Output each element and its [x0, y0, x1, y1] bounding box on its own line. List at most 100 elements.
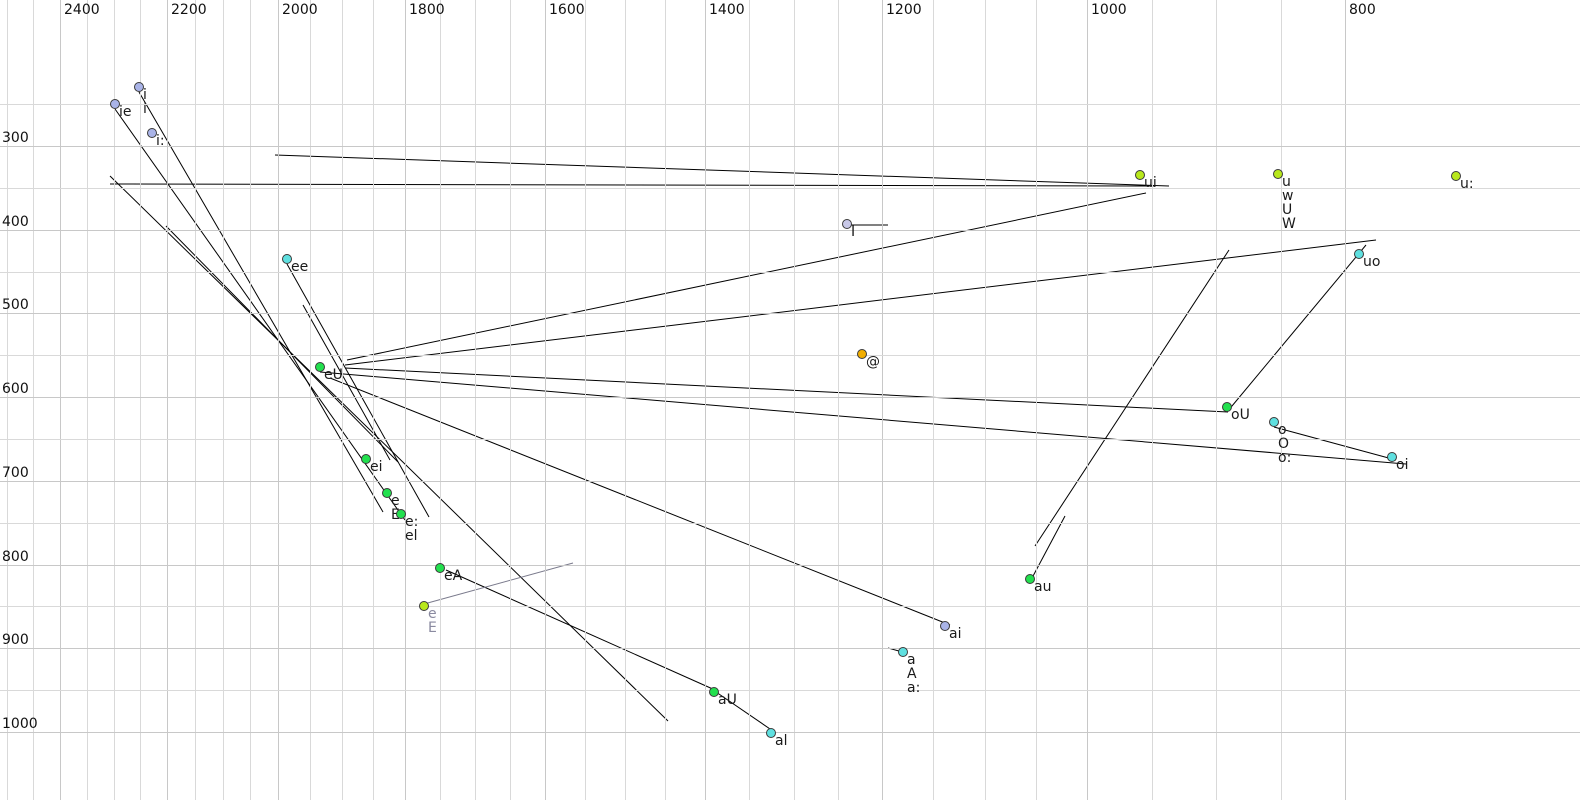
data-point-ai[interactable] [940, 621, 950, 631]
point-label-ui: ui [1144, 175, 1157, 191]
y-gridline-major [0, 648, 1580, 649]
y-gridline-minor [0, 355, 1580, 356]
y-axis-tick-label: 400 [2, 214, 29, 230]
x-axis-tick-label: 1000 [1091, 2, 1127, 18]
data-point-ea[interactable] [435, 563, 445, 573]
y-gridline-major [0, 230, 1580, 231]
x-gridline-minor [985, 0, 986, 800]
point-label-au: au [1034, 579, 1052, 595]
point-label-ea: eA [444, 568, 463, 584]
data-point-e[interactable] [382, 488, 392, 498]
data-point-eu[interactable] [315, 362, 325, 372]
y-gridline-minor [0, 104, 1580, 105]
point-label-a: a A a: [907, 652, 921, 696]
data-point-i[interactable] [842, 219, 852, 229]
formant-trajectory-line [346, 192, 1147, 361]
y-gridline-minor [0, 606, 1580, 607]
x-gridline-minor [1281, 0, 1282, 800]
x-gridline-minor [1152, 0, 1153, 800]
x-gridline-minor [373, 0, 374, 800]
data-point-_[interactable] [857, 349, 867, 359]
x-axis-tick-label: 1800 [409, 2, 445, 18]
y-gridline-major [0, 313, 1580, 314]
data-point-i_[interactable] [147, 128, 157, 138]
data-point-au[interactable] [709, 687, 719, 697]
data-point-oi[interactable] [1387, 452, 1397, 462]
data-point-ie[interactable] [110, 99, 120, 109]
data-point-al[interactable] [766, 728, 776, 738]
x-gridline-major [1345, 0, 1346, 800]
data-point-i[interactable] [134, 82, 144, 92]
data-point-u_[interactable] [1451, 171, 1461, 181]
x-gridline-minor [625, 0, 626, 800]
point-label-o: o O o: [1278, 422, 1292, 466]
data-point-ou[interactable] [1222, 402, 1232, 412]
y-gridline-major [0, 397, 1580, 398]
x-gridline-minor [310, 0, 311, 800]
x-gridline-minor [342, 0, 343, 800]
point-label-u_: u: [1460, 176, 1474, 192]
data-point-u[interactable] [1273, 169, 1283, 179]
x-gridline-minor [1036, 0, 1037, 800]
point-label-au: aU [718, 692, 737, 708]
y-gridline-major [0, 565, 1580, 566]
y-gridline-major [0, 732, 1580, 733]
data-point-ui[interactable] [1135, 170, 1145, 180]
y-gridline-minor [0, 188, 1580, 189]
x-gridline-major [1087, 0, 1088, 800]
y-gridline-minor [0, 523, 1580, 524]
x-gridline-minor [195, 0, 196, 800]
point-label-al: al [775, 733, 788, 749]
x-gridline-minor [223, 0, 224, 800]
x-gridline-minor [114, 0, 115, 800]
point-label-e: e E [391, 493, 400, 522]
formant-trajectory-line [1273, 426, 1397, 461]
y-gridline-minor [0, 439, 1580, 440]
x-gridline-major [278, 0, 279, 800]
y-axis-tick-label: 900 [2, 632, 29, 648]
data-point-uo[interactable] [1354, 249, 1364, 259]
data-point-a[interactable] [898, 647, 908, 657]
point-label-u: u w U W [1282, 174, 1296, 232]
formant-trajectory-line [445, 569, 716, 691]
point-label-e_e: e E [428, 606, 437, 636]
data-point-ei[interactable] [361, 454, 371, 464]
y-gridline-major [0, 146, 1580, 147]
point-label-i_: i: [156, 133, 165, 149]
data-point-ee[interactable] [282, 254, 292, 264]
x-axis-tick-label: 2400 [64, 2, 100, 18]
x-gridline-minor [749, 0, 750, 800]
x-axis-tick-label: 1200 [886, 2, 922, 18]
formant-trajectory-line [274, 154, 1170, 187]
data-point-e_el[interactable] [396, 509, 406, 519]
x-gridline-major [167, 0, 168, 800]
point-label-uo: uo [1363, 254, 1381, 270]
point-label-i: I [851, 224, 856, 240]
x-axis-tick-label: 2200 [171, 2, 207, 18]
formant-trajectory-line [138, 91, 384, 513]
x-gridline-major [405, 0, 406, 800]
x-gridline-minor [510, 0, 511, 800]
x-gridline-minor [7, 0, 8, 800]
x-gridline-minor [665, 0, 666, 800]
x-gridline-minor [87, 0, 88, 800]
formant-trajectory-line [286, 263, 430, 518]
x-axis-tick-label: 800 [1349, 2, 1376, 18]
point-label-ou: oU [1231, 407, 1250, 423]
x-gridline-minor [475, 0, 476, 800]
data-point-au[interactable] [1025, 574, 1035, 584]
formant-trajectory-line [109, 183, 1156, 187]
x-gridline-major [60, 0, 61, 800]
data-point-e_e[interactable] [419, 601, 429, 611]
x-gridline-minor [933, 0, 934, 800]
data-point-o[interactable] [1269, 417, 1279, 427]
y-axis-tick-label: 500 [2, 297, 29, 313]
point-label-ee: ee [291, 259, 309, 275]
formant-trajectory-line [344, 239, 1377, 366]
y-axis-tick-label: 600 [2, 381, 29, 397]
y-axis-tick-label: 700 [2, 465, 29, 481]
formant-trajectory-line [1034, 249, 1230, 547]
x-axis-tick-label: 1400 [709, 2, 745, 18]
